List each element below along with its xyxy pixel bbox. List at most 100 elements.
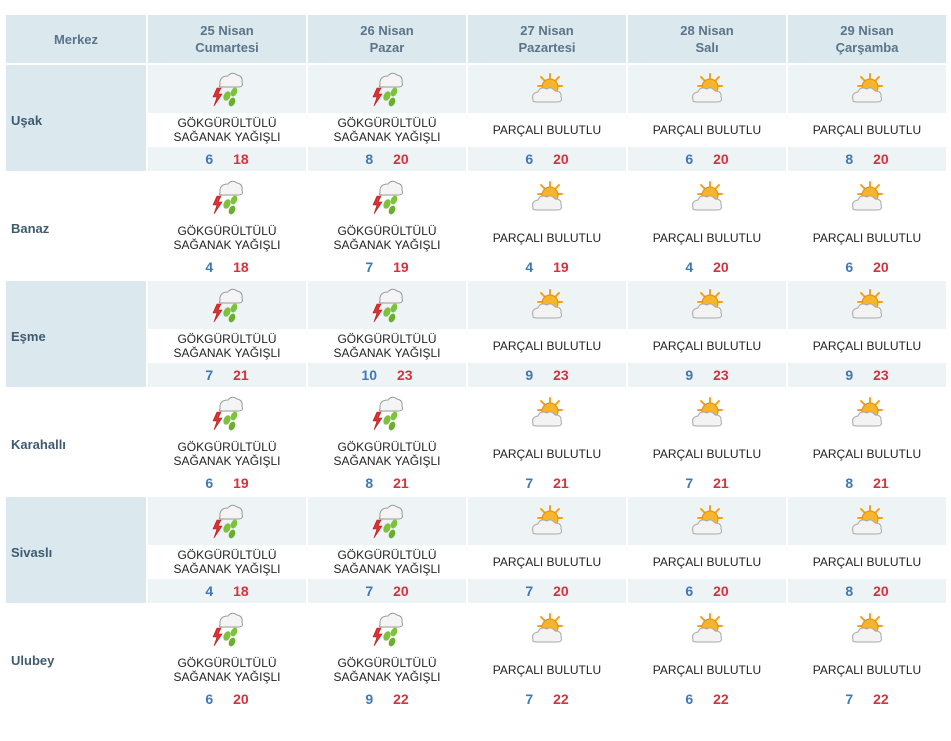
max-temp: 19: [553, 259, 569, 275]
condition-text: PARÇALI BULUTLU: [788, 653, 946, 687]
condition-line: PARÇALI BULUTLU: [812, 339, 922, 353]
min-temp: 4: [685, 259, 694, 275]
forecast-cell: PARÇALI BULUTLU 4 19: [468, 173, 626, 279]
day-header: 29 Nisan Çarşamba: [788, 15, 946, 63]
thunderstorm-icon: [148, 173, 306, 221]
condition-line: PARÇALI BULUTLU: [652, 555, 762, 569]
condition-line: SAĞANAK YAĞIŞLI: [173, 346, 281, 360]
temperature-range: 6 20: [788, 255, 946, 279]
thunderstorm-icon: [148, 65, 306, 113]
condition-text: GÖKGÜRÜLTÜLÜ SAĞANAK YAĞIŞLI: [308, 437, 466, 471]
min-temp: 10: [361, 367, 377, 383]
condition-text: PARÇALI BULUTLU: [788, 545, 946, 579]
temperature-range: 7 22: [468, 687, 626, 711]
condition-text: GÖKGÜRÜLTÜLÜ SAĞANAK YAĞIŞLI: [148, 329, 306, 363]
min-temp: 8: [365, 475, 374, 491]
thunderstorm-graphic: [212, 180, 243, 215]
max-temp: 21: [713, 475, 729, 491]
forecast-cell: GÖKGÜRÜLTÜLÜ SAĞANAK YAĞIŞLI 7 20: [308, 497, 466, 603]
partly-cloudy-icon: [788, 605, 946, 653]
min-temp: 7: [845, 691, 854, 707]
min-temp: 6: [205, 151, 214, 167]
max-temp: 21: [233, 367, 249, 383]
min-temp: 4: [205, 583, 214, 599]
condition-line: GÖKGÜRÜLTÜLÜ: [177, 440, 277, 454]
condition-text: GÖKGÜRÜLTÜLÜ SAĞANAK YAĞIŞLI: [148, 653, 306, 687]
temperature-range: 4 19: [468, 255, 626, 279]
temperature-range: 9 22: [308, 687, 466, 711]
condition-text: PARÇALI BULUTLU: [628, 437, 786, 471]
condition-text: GÖKGÜRÜLTÜLÜ SAĞANAK YAĞIŞLI: [148, 113, 306, 147]
day-date: 28 Nisan: [680, 23, 734, 38]
condition-line: PARÇALI BULUTLU: [492, 339, 602, 353]
city-cell: Eşme: [6, 281, 146, 387]
max-temp: 20: [873, 583, 889, 599]
min-temp: 7: [685, 475, 694, 491]
partly-cloudy-graphic: [532, 505, 563, 535]
max-temp: 20: [553, 583, 569, 599]
max-temp: 22: [713, 691, 729, 707]
thunderstorm-icon: [308, 605, 466, 653]
condition-line: GÖKGÜRÜLTÜLÜ: [177, 548, 277, 562]
max-temp: 22: [553, 691, 569, 707]
condition-line: GÖKGÜRÜLTÜLÜ: [337, 224, 437, 238]
condition-line: PARÇALI BULUTLU: [812, 231, 922, 245]
temperature-range: 8 21: [788, 471, 946, 495]
min-temp: 7: [525, 475, 534, 491]
min-temp: 4: [525, 259, 534, 275]
condition-line: SAĞANAK YAĞIŞLI: [333, 562, 441, 576]
min-temp: 9: [685, 367, 694, 383]
forecast-cell: PARÇALI BULUTLU 4 20: [628, 173, 786, 279]
temperature-range: 6 18: [148, 147, 306, 171]
forecast-cell: GÖKGÜRÜLTÜLÜ SAĞANAK YAĞIŞLI 10 23: [308, 281, 466, 387]
partly-cloudy-graphic: [532, 181, 563, 211]
city-cell: Ulubey: [6, 605, 146, 711]
forecast-cell: PARÇALI BULUTLU 6 20: [468, 65, 626, 171]
partly-cloudy-icon: [468, 173, 626, 221]
condition-text: PARÇALI BULUTLU: [468, 221, 626, 255]
min-temp: 8: [845, 583, 854, 599]
thunderstorm-icon: [308, 389, 466, 437]
condition-line: SAĞANAK YAĞIŞLI: [173, 670, 281, 684]
temperature-range: 7 21: [148, 363, 306, 387]
condition-line: PARÇALI BULUTLU: [812, 123, 922, 137]
thunderstorm-graphic: [372, 180, 403, 215]
thunderstorm-icon: [308, 497, 466, 545]
temperature-range: 7 21: [628, 471, 786, 495]
condition-line: SAĞANAK YAĞIŞLI: [173, 238, 281, 252]
max-temp: 20: [713, 151, 729, 167]
partly-cloudy-graphic: [692, 181, 723, 211]
condition-text: PARÇALI BULUTLU: [468, 653, 626, 687]
min-temp: 7: [365, 583, 374, 599]
day-weekday: Pazartesi: [518, 40, 576, 55]
condition-text: PARÇALI BULUTLU: [468, 113, 626, 147]
forecast-cell: PARÇALI BULUTLU 8 21: [788, 389, 946, 495]
partly-cloudy-icon: [628, 173, 786, 221]
city-name: Eşme: [11, 329, 46, 344]
partly-cloudy-graphic: [532, 397, 563, 427]
condition-line: SAĞANAK YAĞIŞLI: [333, 454, 441, 468]
temperature-range: 6 20: [628, 579, 786, 603]
condition-line: PARÇALI BULUTLU: [492, 231, 602, 245]
day-header: 26 Nisan Pazar: [308, 15, 466, 63]
condition-line: PARÇALI BULUTLU: [812, 663, 922, 677]
temperature-range: 4 18: [148, 255, 306, 279]
condition-text: PARÇALI BULUTLU: [628, 329, 786, 363]
city-name: Karahallı: [11, 437, 66, 452]
condition-line: SAĞANAK YAĞIŞLI: [333, 238, 441, 252]
min-temp: 4: [205, 259, 214, 275]
day-date: 26 Nisan: [360, 23, 414, 38]
min-temp: 7: [525, 691, 534, 707]
day-header: 27 Nisan Pazartesi: [468, 15, 626, 63]
forecast-cell: GÖKGÜRÜLTÜLÜ SAĞANAK YAĞIŞLI 6 20: [148, 605, 306, 711]
partly-cloudy-icon: [628, 281, 786, 329]
day-weekday: Salı: [695, 40, 719, 55]
max-temp: 18: [233, 583, 249, 599]
partly-cloudy-icon: [468, 389, 626, 437]
condition-text: PARÇALI BULUTLU: [628, 653, 786, 687]
condition-text: PARÇALI BULUTLU: [788, 329, 946, 363]
forecast-cell: PARÇALI BULUTLU 7 21: [628, 389, 786, 495]
condition-line: GÖKGÜRÜLTÜLÜ: [177, 116, 277, 130]
partly-cloudy-icon: [788, 65, 946, 113]
partly-cloudy-graphic: [852, 613, 883, 643]
